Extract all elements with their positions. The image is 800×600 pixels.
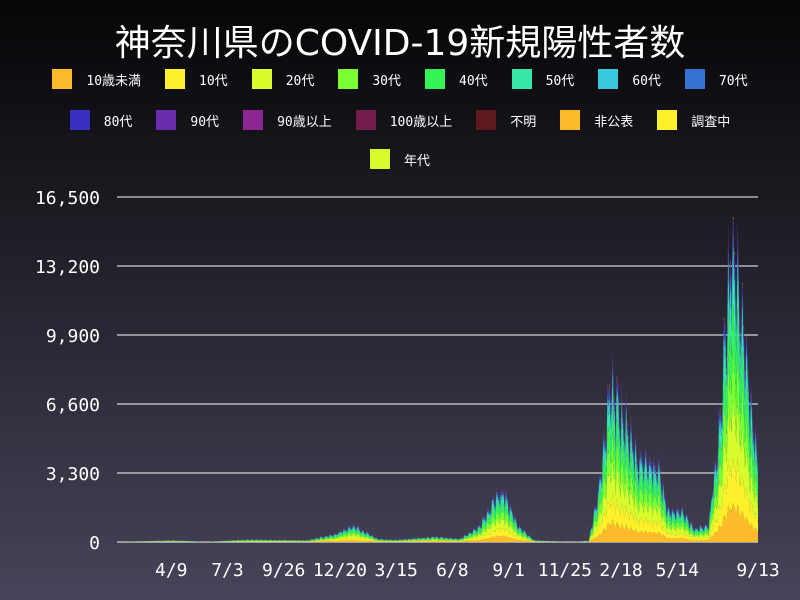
x-tick-label: 6/8: [436, 560, 469, 581]
legend-label: 30代: [372, 73, 401, 89]
legend-swatch: [684, 69, 705, 89]
y-tick-label: 3,300: [46, 464, 100, 485]
x-tick-label: 5/14: [656, 560, 699, 581]
series-area-14: [117, 216, 758, 542]
legend-swatch: [338, 69, 359, 89]
y-tick-label: 6,600: [46, 395, 100, 416]
legend-item[interactable]: 90歳以上: [243, 110, 332, 130]
legend-label: 100歳以上: [389, 114, 453, 130]
legend-swatch: [69, 110, 90, 130]
legend-swatch: [251, 69, 272, 89]
x-tick-label: 11/25: [538, 560, 592, 581]
legend-row: 80代 90代 90歳以上 100歳以上 不明 非公表 調査中: [0, 110, 800, 130]
legend-row: 年代: [0, 149, 800, 169]
legend-label: 10歳未満: [86, 73, 142, 89]
legend-label: 10代: [199, 73, 228, 89]
legend-item[interactable]: 50代: [511, 69, 575, 89]
legend-swatch: [156, 110, 177, 130]
legend-label: 20代: [285, 73, 315, 89]
legend-item[interactable]: 90代: [156, 110, 219, 130]
legend-label: 80代: [103, 114, 133, 130]
legend-swatch: [476, 110, 497, 130]
x-tick-label: 2/18: [599, 560, 642, 581]
legend-swatch: [52, 69, 73, 89]
legend-swatch: [511, 69, 532, 89]
legend-swatch: [657, 110, 678, 130]
legend-label: 60代: [632, 73, 661, 89]
y-tick-label: 13,200: [35, 257, 100, 278]
legend-item[interactable]: 20代: [251, 69, 315, 89]
legend-item[interactable]: 30代: [338, 69, 401, 89]
legend-label: 90代: [190, 114, 220, 130]
legend-swatch: [165, 69, 186, 89]
legend-item[interactable]: 60代: [598, 69, 661, 89]
legend-swatch: [243, 110, 264, 130]
x-tick-label: 3/15: [374, 560, 417, 581]
legend-item[interactable]: 100歳以上: [355, 110, 453, 130]
legend-item[interactable]: 70代: [684, 69, 748, 89]
legend-item[interactable]: 40代: [425, 69, 488, 89]
series-area-12: [117, 218, 758, 542]
x-tick-label: 12/20: [313, 560, 367, 581]
x-tick-label: 9/26: [262, 560, 305, 581]
chart-title: 神奈川県のCOVID-19新規陽性者数: [114, 23, 686, 64]
legend-item[interactable]: 調査中: [657, 110, 730, 130]
y-tick-label: 0: [89, 533, 100, 554]
legend-item[interactable]: 10歳未満: [52, 69, 141, 89]
legend-item[interactable]: 不明: [476, 110, 536, 130]
legend-label: 40代: [459, 73, 488, 89]
legend-label: 70代: [718, 73, 748, 89]
legend-item[interactable]: 10代: [165, 69, 228, 89]
legend-label: 年代: [403, 153, 430, 169]
series-area-8: [117, 224, 758, 542]
legend-swatch: [369, 149, 390, 169]
y-tick-label: 9,900: [46, 326, 100, 347]
x-tick-label: 4/9: [155, 560, 188, 581]
legend-label: 調査中: [691, 114, 731, 130]
legend-row: 10歳未満 10代 20代 30代 40代 50代 60代 70代: [0, 69, 800, 89]
legend-swatch: [355, 110, 376, 130]
x-tick-label: 7/3: [211, 560, 244, 581]
legend-label: 非公表: [594, 114, 634, 130]
legend-item[interactable]: 80代: [69, 110, 133, 130]
series-area-9: [117, 220, 758, 543]
x-tick-label: 9/1: [492, 560, 525, 581]
legend-label: 50代: [545, 73, 575, 89]
legend-swatch: [598, 69, 619, 89]
legend-label: 不明: [510, 114, 537, 130]
legend-swatch: [425, 69, 445, 89]
legend-swatch: [560, 110, 581, 130]
y-tick-label: 16,500: [35, 188, 100, 209]
legend-item[interactable]: 非公表: [560, 110, 633, 130]
legend-item[interactable]: 年代: [369, 149, 430, 169]
series-area-10: [117, 219, 758, 542]
legend-label: 90歳以上: [277, 114, 332, 130]
x-tick-label: 9/13: [736, 560, 779, 581]
series-area-11: [117, 218, 758, 542]
